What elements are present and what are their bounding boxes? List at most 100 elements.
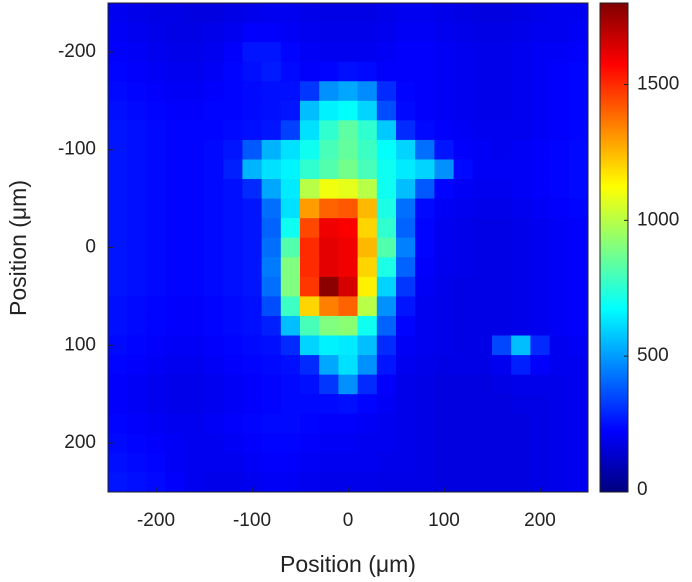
heatmap-cell [453,374,474,395]
heatmap-cell [204,81,224,102]
heatmap-cell [127,179,147,200]
heatmap-cell [184,159,205,180]
heatmap-cell [261,433,282,454]
heatmap-cell [357,3,378,24]
heatmap-cell [165,257,186,278]
heatmap-cell [434,472,455,493]
heatmap-cell [357,42,378,63]
heatmap-cell [396,472,416,493]
heatmap-cell [165,42,186,63]
heatmap-cell [165,159,186,180]
heatmap-cell [165,139,186,160]
heatmap-cell [492,452,512,473]
heatmap-cell [338,257,359,278]
heatmap-cell [511,296,531,317]
heatmap-cell [530,433,551,454]
heatmap-cell [453,472,474,493]
heatmap-cell [568,22,589,43]
heatmap-cell [242,179,263,200]
heatmap-cell [261,237,282,258]
heatmap-cell [223,237,243,258]
x-tick-label: 200 [524,510,556,531]
heatmap-cell [434,394,455,415]
heatmap-cell [549,198,570,219]
heatmap-cell [280,159,301,180]
heatmap-cell [165,452,186,473]
y-axis-label: Position (μm) [5,180,31,316]
heatmap-cell [300,374,320,395]
heatmap-cell [280,22,301,43]
heatmap-cell [300,81,320,102]
heatmap-cell [300,433,320,454]
heatmap-cell [242,61,263,82]
heatmap-cell [319,120,339,141]
heatmap-cell [472,218,493,239]
heatmap-cell [108,42,128,63]
heatmap-cell [338,218,359,239]
heatmap-cell [511,355,531,376]
heatmap-cell [357,61,378,82]
heatmap-cell [184,315,205,337]
heatmap-cell [300,315,320,337]
heatmap-cell [165,394,186,415]
heatmap-cell [319,42,339,63]
heatmap-cell [376,61,397,82]
heatmap-cell [472,452,493,473]
heatmap-cell [492,198,512,219]
heatmap-cell [549,237,570,258]
heatmap-cell [472,159,493,180]
heatmap-cell [549,3,570,24]
heatmap-cell [357,413,378,434]
heatmap-cell [319,198,339,219]
heatmap-cell [530,42,551,63]
heatmap-cell [280,198,301,219]
heatmap-cell [223,61,243,82]
heatmap-cell [511,81,531,102]
heatmap-cell [492,276,512,297]
heatmap-cell [434,159,455,180]
heatmap-cell [357,22,378,43]
heatmap-cell [319,22,339,43]
heatmap-cell [396,257,416,278]
heatmap-cell [280,276,301,297]
heatmap-cell [492,296,512,317]
heatmap-cell [415,100,435,121]
heatmap-cell [280,433,301,454]
heatmap-cell [146,100,167,121]
heatmap-cell [261,3,282,24]
heatmap-cell [396,315,416,337]
heatmap-cell [108,179,128,200]
heatmap-cell [568,81,589,102]
heatmap-cell [223,3,243,24]
heatmap-cell [568,159,589,180]
heatmap-cell [357,315,378,337]
colorbar-tick-label: 0 [637,479,648,500]
heatmap-cell [357,472,378,493]
heatmap-cell [127,100,147,121]
heatmap-cell [165,179,186,200]
heatmap-cell [223,179,243,200]
heatmap-cell [204,139,224,160]
heatmap-cell [453,159,474,180]
heatmap-cell [492,335,512,356]
heatmap-cell [127,218,147,239]
heatmap-cell [108,257,128,278]
heatmap-cell [492,218,512,239]
heatmap-cell [376,198,397,219]
heatmap-cell [472,198,493,219]
heatmap-cell [568,61,589,82]
heatmap-cell [530,120,551,141]
heatmap-cell [568,335,589,356]
heatmap-cell [415,355,435,376]
colorbar-tick-label: 1500 [637,74,679,95]
heatmap-cell [338,198,359,219]
heatmap-cell [492,81,512,102]
heatmap-cell [204,120,224,141]
heatmap-cell [280,296,301,317]
heatmap-cell [338,42,359,63]
heatmap-cell [530,22,551,43]
heatmap-cell [568,413,589,434]
heatmap-cell [300,472,320,493]
heatmap-cell [549,296,570,317]
heatmap-cell [280,472,301,493]
